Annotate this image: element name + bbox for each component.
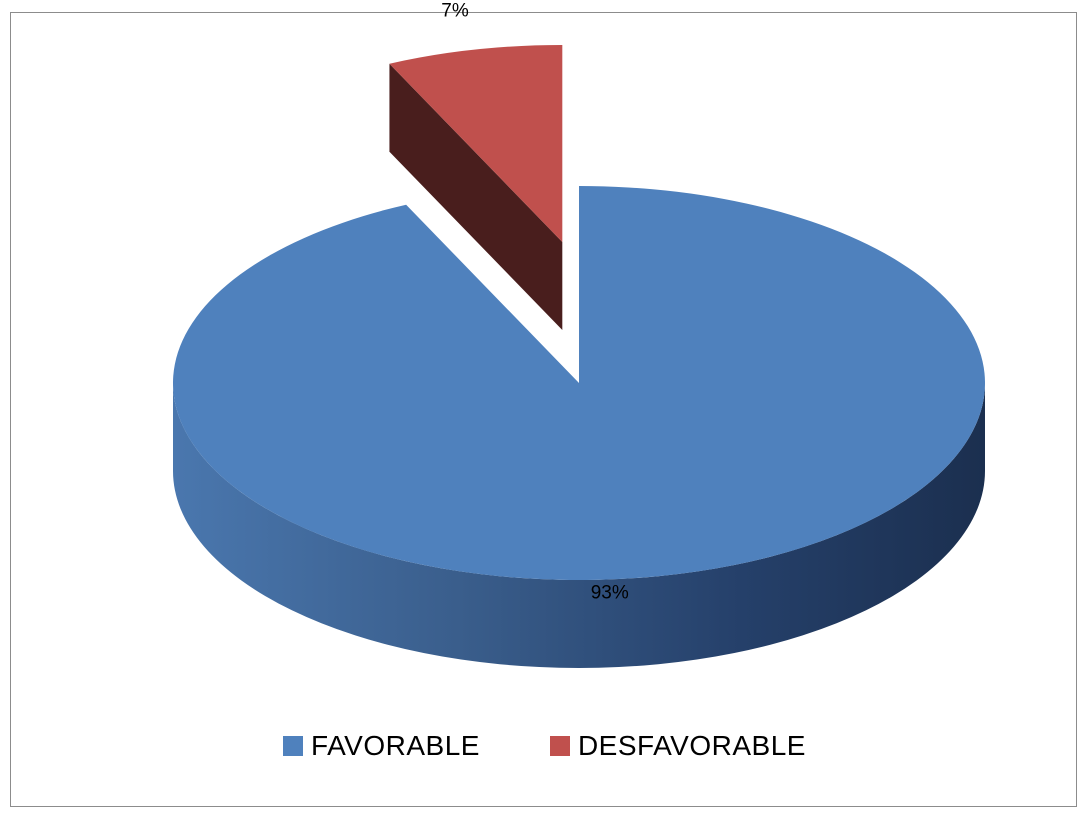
legend-swatch-favorable (283, 736, 304, 756)
legend: FAVORABLE DESFAVORABLE (0, 730, 1089, 762)
pie-slice-rim-favorable (173, 383, 985, 668)
pie-slice-favorable (172, 186, 985, 668)
legend-label-desfavorable: DESFAVORABLE (577, 730, 806, 761)
data-label-favorable: 93% (591, 583, 629, 604)
data-label-desfavorable: 7% (441, 1, 469, 22)
legend-label-favorable: FAVORABLE (311, 730, 480, 761)
legend-item-desfavorable: DESFAVORABLE (549, 730, 806, 762)
legend-item-favorable: FAVORABLE (283, 730, 480, 762)
pie-slice-wall-desfavorable (389, 63, 563, 330)
pie-slice-top-desfavorable (389, 44, 563, 242)
pie-slice-top-favorable (172, 186, 985, 580)
legend-swatch-desfavorable (549, 736, 570, 756)
pie-slice-desfavorable (389, 44, 563, 330)
